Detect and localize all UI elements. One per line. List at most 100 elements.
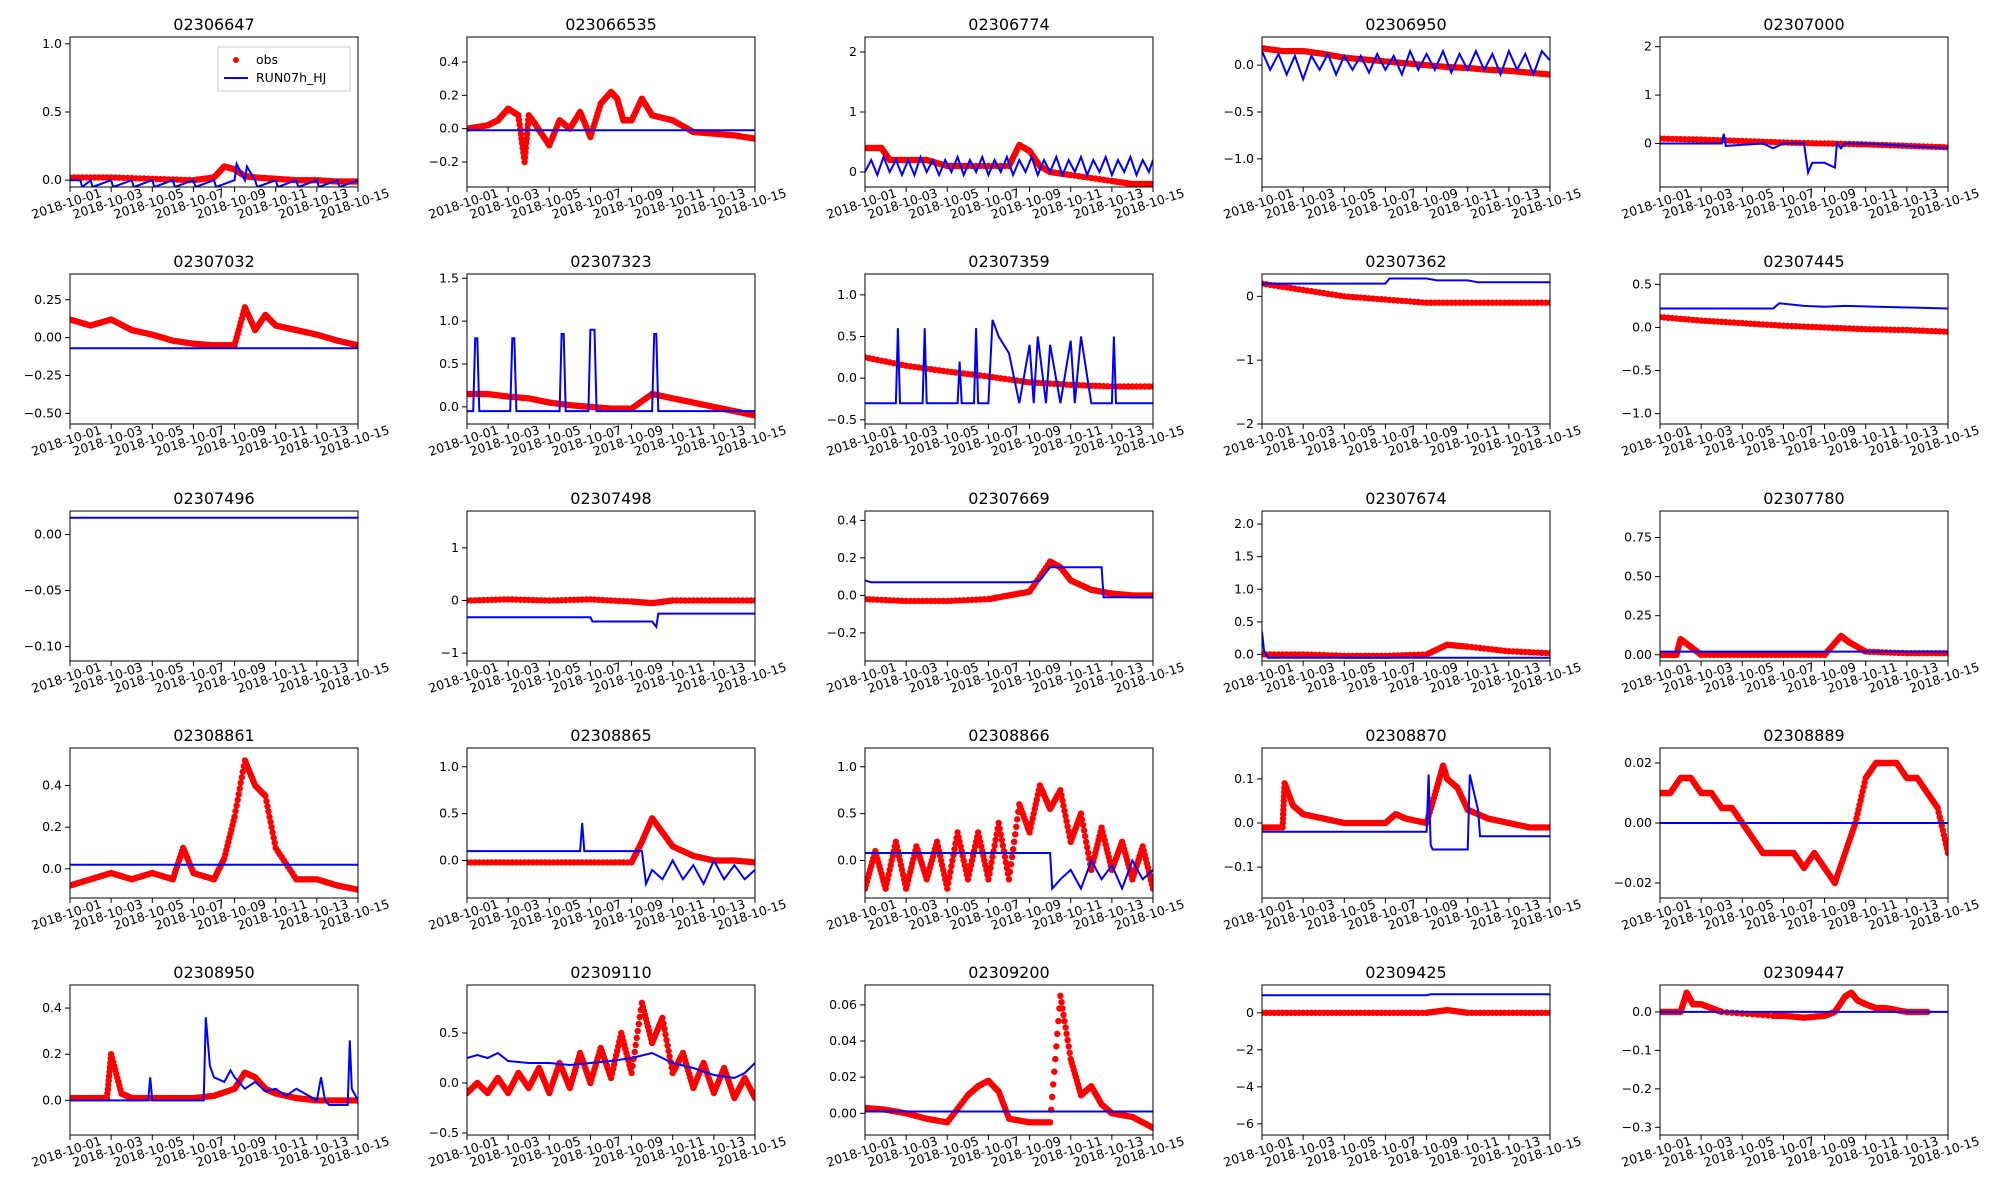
y-tick-label: 0.2: [42, 819, 62, 834]
axes-frame: [69, 273, 359, 425]
y-tick-label: −0.2: [827, 625, 857, 640]
obs-point: [523, 135, 530, 142]
obs-point: [262, 792, 269, 800]
plot-area: [467, 815, 755, 888]
obs-point: [989, 853, 996, 860]
y-tick-label: 0.4: [42, 778, 62, 793]
plot-area: [1262, 45, 1550, 83]
obs-point: [521, 158, 528, 166]
y-tick-label: 0.0: [1234, 815, 1254, 830]
y-tick-label: 0.50: [1624, 569, 1652, 584]
panel-title: 023066535: [565, 15, 657, 34]
obs-point: [1754, 1011, 1761, 1018]
obs-point: [1057, 992, 1064, 999]
panel-title: 02308889: [1763, 726, 1844, 745]
axes-frame: [466, 36, 756, 188]
y-tick-label: 2: [849, 44, 857, 59]
plot-area: [467, 596, 755, 630]
obs-point: [1063, 1030, 1070, 1038]
obs-point: [271, 839, 278, 846]
obs-point: [354, 886, 358, 893]
obs-point: [523, 130, 531, 138]
series-line-RUN07h_HJ: [1660, 133, 1948, 177]
panel-title: 02307359: [968, 252, 1049, 271]
y-tick-label: 0.0: [42, 1092, 62, 1107]
y-tick-label: 0.4: [439, 54, 459, 69]
obs-point: [1012, 831, 1019, 838]
y-tick-label: 0.00: [34, 330, 62, 345]
panel-title: 02308861: [173, 726, 254, 745]
obs-point: [1065, 828, 1072, 835]
axes-frame: [1261, 273, 1551, 425]
y-tick-label: 0.2: [837, 550, 857, 565]
axes-frame: [466, 747, 756, 899]
y-tick-label: −1: [1236, 352, 1254, 367]
obs-point: [239, 768, 246, 775]
obs-point: [992, 836, 999, 844]
obs-point: [1546, 71, 1550, 78]
y-tick-label: 0.02: [1624, 755, 1652, 770]
obs-point: [1010, 838, 1018, 845]
panel-title: 02309447: [1763, 963, 1844, 982]
y-tick-label: 0: [1246, 288, 1254, 303]
axes-frame: [1659, 510, 1949, 662]
series-line-RUN07h_HJ: [467, 328, 755, 413]
obs-point: [1066, 1049, 1073, 1057]
obs-point: [663, 1036, 670, 1044]
obs-point: [1061, 807, 1068, 814]
obs-point: [1149, 1124, 1153, 1131]
panel-title: 02309200: [968, 963, 1049, 982]
y-tick-label: −0.5: [429, 1125, 459, 1140]
obs-point: [662, 1031, 669, 1038]
y-tick-label: −6: [1236, 1116, 1254, 1131]
y-tick-label: −0.3: [1622, 1119, 1652, 1134]
axes-frame: [864, 984, 1154, 1136]
obs-point: [987, 864, 994, 872]
axes-frame: [1659, 36, 1949, 188]
y-tick-label: −0.02: [1614, 875, 1652, 890]
obs-point: [1051, 1068, 1058, 1075]
obs-point: [1064, 823, 1071, 830]
obs-point: [1944, 849, 1948, 857]
y-tick-label: 0.0: [439, 121, 459, 136]
obs-point: [988, 859, 995, 866]
panel-02306950: 02306950−1.0−0.50.02018-10-012018-10-032…: [1222, 15, 1584, 222]
obs-point: [1052, 1055, 1059, 1063]
y-tick-label: 0.0: [439, 1075, 459, 1090]
obs-point: [986, 870, 993, 877]
y-tick-label: −0.2: [1622, 1081, 1652, 1096]
obs-point: [522, 144, 529, 152]
plot-area: [1262, 631, 1550, 659]
axes-frame: [466, 273, 756, 425]
obs-point: [1546, 650, 1550, 657]
series-line-RUN07h_HJ: [1660, 302, 1948, 310]
series-line-RUN07h_HJ: [467, 612, 755, 630]
obs-point: [1059, 797, 1066, 804]
obs-point: [234, 796, 241, 804]
obs-point: [751, 135, 755, 142]
y-tick-label: 0.25: [1624, 608, 1652, 623]
y-tick-label: −4: [1236, 1079, 1254, 1094]
obs-point: [238, 774, 245, 781]
y-tick-label: 0.1: [1234, 771, 1254, 786]
panel-02309110: 02309110−0.50.00.52018-10-012018-10-0320…: [427, 963, 789, 1170]
y-tick-label: 0.00: [829, 1105, 857, 1120]
y-tick-label: 0.5: [439, 1025, 459, 1040]
plot-area: [865, 141, 1153, 187]
y-tick-label: 0.00: [34, 527, 62, 542]
obs-point: [998, 836, 1005, 844]
y-tick-label: 0.5: [1234, 614, 1254, 629]
y-tick-label: 0.06: [829, 997, 857, 1012]
y-tick-label: −2: [1236, 416, 1254, 431]
panel-title: 02307498: [570, 489, 651, 508]
y-tick-label: 1: [849, 104, 857, 119]
panel-title: 02308950: [173, 963, 254, 982]
obs-point: [269, 829, 276, 836]
panel-title: 02308865: [570, 726, 651, 745]
y-tick-label: 2.0: [1234, 516, 1254, 531]
panel-title: 02306774: [968, 15, 1049, 34]
panel-title: 02307323: [570, 252, 651, 271]
y-tick-label: −0.5: [1622, 363, 1652, 378]
y-tick-label: 0.75: [1624, 530, 1652, 545]
obs-point: [659, 1014, 666, 1022]
